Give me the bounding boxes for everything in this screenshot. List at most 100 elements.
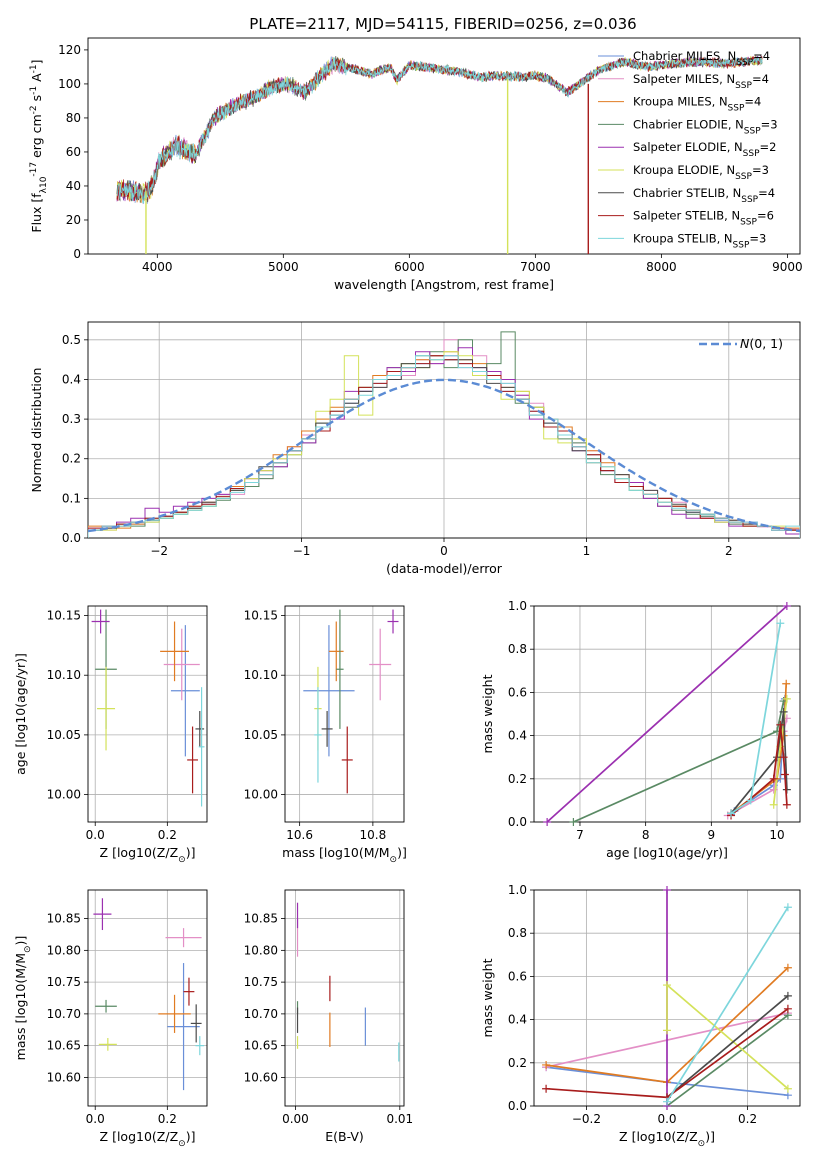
legend-entry: Chabrier ELODIE, NSSP=3 (633, 117, 778, 136)
errorbar-point (98, 1038, 117, 1051)
y-tick-label: 10.70 (47, 1007, 81, 1021)
legend-entry: Kroupa STELIB, NSSP=3 (633, 231, 766, 250)
y-tick-label: 100 (58, 77, 81, 91)
x-axis-label: Z [log10(Z/Z⊙)] (100, 845, 196, 865)
y-tick-label: 10.10 (47, 668, 81, 682)
spectrum-axes: 4000 5000 6000 7000 8000 9000 0 20 40 60 80 100 120 w… (29, 37, 803, 292)
errorbar-point (198, 687, 205, 807)
weight-marker (746, 796, 755, 805)
y-tick-label: 0.6 (508, 969, 527, 983)
x-tick-label: 6000 (394, 260, 425, 274)
errorbar-point (91, 609, 110, 634)
y-tick-label: 10.80 (47, 943, 81, 957)
x-tick-label: 0.2 (158, 828, 177, 842)
weight-marker (783, 1004, 792, 1013)
legend-entry: Kroupa MILES, NSSP=4 (633, 95, 761, 114)
x-tick-label: 0.01 (386, 1112, 413, 1126)
y-axis-label: Flux [fλ10-17 erg cm-2 s-1 A-1] (29, 59, 49, 232)
y-axis-label: mass weight (480, 958, 495, 1037)
x-tick-label: 8000 (646, 260, 677, 274)
y-tick-label: 10.85 (47, 912, 81, 926)
spectrum-line-salpeter-stelib (116, 55, 763, 202)
y-tick-label: 10.00 (244, 788, 278, 802)
x-tick-label: 0.00 (282, 1112, 309, 1126)
x-tick-label: 4000 (142, 260, 173, 274)
legend-entry: Chabrier MILES, NSSP=4 (633, 49, 770, 68)
x-tick-label: 2 (725, 544, 733, 558)
x-tick-label: 0.0 (86, 1112, 105, 1126)
errorbar-point (167, 963, 200, 1091)
y-tick-label: 10.80 (244, 943, 278, 957)
y-tick-label: 60 (66, 145, 81, 159)
legend-entry: N(0, 1) (740, 336, 783, 351)
spectrum-line-kroupa-stelib (116, 55, 763, 204)
x-tick-label: 0.0 (657, 1112, 676, 1126)
residuals-axes: −2 −1 0 1 2 0.0 0.1 0.2 0.3 0.4 0.5 (data-model)/er… (29, 321, 801, 576)
legend-entry: Chabrier STELIB, NSSP=4 (633, 186, 775, 205)
spectrum-legend: Chabrier MILES, NSSP=4 Salpeter MILES, NS… (598, 49, 778, 250)
weight-marker (663, 1026, 671, 1035)
weight-marker (782, 694, 791, 703)
axes-frame (284, 889, 405, 1107)
mass-weight-vs-age-axes: 7 8 9 10 0.0 0.2 0.4 0.6 0.8 1.0 age [log10(age/yr… (480, 599, 801, 860)
x-tick-label: 7000 (520, 260, 551, 274)
y-tick-label: 0.2 (62, 452, 81, 466)
y-tick-label: 10.00 (47, 788, 81, 802)
legend-entry: Salpeter STELIB, NSSP=6 (633, 209, 774, 228)
y-tick-label: 10.60 (47, 1070, 81, 1084)
x-tick-label: 10.6 (286, 828, 313, 842)
axes-frame (87, 321, 801, 539)
y-axis-label: mass [log10(M/M⊙)] (13, 936, 33, 1061)
legend-entry: Kroupa ELODIE, NSSP=3 (633, 163, 769, 182)
legend-entry: Salpeter ELODIE, NSSP=2 (633, 140, 776, 159)
weight-marker (543, 818, 552, 826)
legend-entry: Salpeter MILES, NSSP=4 (633, 72, 769, 91)
y-axis-label: mass weight (480, 674, 495, 753)
y-tick-label: 0.8 (508, 642, 527, 656)
errorbar-point (95, 999, 117, 1013)
weight-marker (769, 785, 778, 794)
weight-marker (776, 619, 785, 628)
weight-marker (783, 991, 792, 1000)
y-tick-label: 10.65 (47, 1039, 81, 1053)
weight-marker (780, 770, 789, 779)
weight-marker (783, 903, 792, 912)
y-tick-label: 10.60 (244, 1070, 278, 1084)
errorbar-point (369, 628, 392, 701)
normal-curve (88, 378, 800, 533)
weight-marker (782, 602, 791, 610)
x-tick-label: 1 (583, 544, 591, 558)
x-axis-label: Z [log10(Z/Z⊙)] (619, 1129, 715, 1149)
errorbar-point (170, 625, 200, 757)
y-tick-label: 0.0 (62, 531, 81, 545)
y-tick-label: 0 (73, 247, 81, 261)
y-tick-label: 0.1 (62, 491, 81, 505)
x-tick-label: 5000 (268, 260, 299, 274)
weight-marker (569, 818, 578, 826)
weight-marker (782, 679, 791, 688)
weight-marker (542, 1084, 551, 1093)
y-tick-label: 20 (66, 213, 81, 227)
y-tick-label: 120 (58, 43, 81, 57)
y-tick-label: 0.0 (508, 815, 527, 829)
histogram-salpeter-elodie (88, 347, 800, 538)
x-tick-label: −2 (150, 544, 168, 558)
weight-marker (663, 886, 671, 894)
y-tick-label: 0.2 (508, 1056, 527, 1070)
weight-marker (769, 774, 778, 783)
mass-weight-vs-z-axes: −0.2 0.0 0.2 0.0 0.2 0.4 0.6 0.8 1.0 Z [log10(Z/Z… (480, 883, 801, 1149)
errorbar-point (158, 994, 191, 1033)
x-axis-label: E(B-V) (325, 1129, 364, 1144)
y-tick-label: 10.85 (244, 912, 278, 926)
weight-line-salpeter-stelib (730, 724, 788, 817)
x-tick-label: 10.8 (360, 828, 387, 842)
x-axis-label: (data-model)/error (386, 561, 503, 576)
y-tick-label: 0.0 (508, 1099, 527, 1113)
errorbar-point (314, 687, 322, 783)
errorbar-point (336, 609, 344, 729)
mass-vs-z-axes: 0.0 0.2 10.60 10.65 10.70 10.75 10.80 10.85 Z [l… (13, 889, 208, 1149)
y-tick-label: 0.2 (508, 772, 527, 786)
axes-frame (87, 37, 801, 255)
y-tick-label: 0.8 (508, 926, 527, 940)
